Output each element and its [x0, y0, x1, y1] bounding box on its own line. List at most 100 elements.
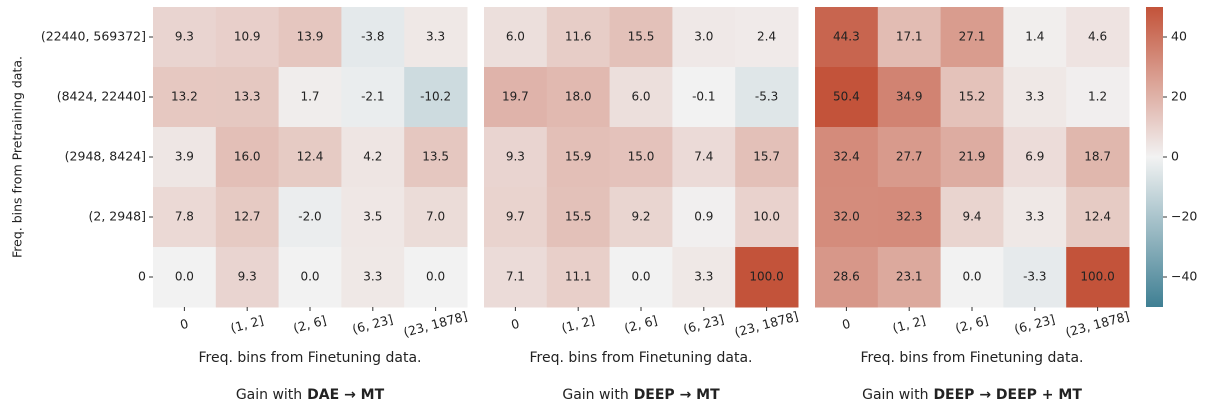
heatmap-cell [815, 127, 879, 188]
heatmap-cell [484, 187, 548, 248]
x-tick-label: (6, 23] [1013, 311, 1057, 336]
cell-label: 1.2 [1088, 90, 1107, 104]
cell-label: 3.3 [1025, 210, 1044, 224]
x-axis-label: Freq. bins from Finetuning data. [529, 350, 752, 366]
heatmap-cell [215, 127, 280, 188]
cell-label: 3.5 [363, 210, 382, 224]
heatmap-cell [215, 67, 280, 128]
heatmap-cell [484, 7, 548, 68]
cell-label: 3.3 [694, 270, 713, 284]
cell-label: 2.4 [757, 30, 776, 44]
heatmap-cell [940, 247, 1004, 308]
cell-label: -2.1 [361, 90, 384, 104]
heatmap-cell [404, 247, 468, 308]
heatmap-cell [1003, 127, 1067, 188]
cell-label: 1.4 [1025, 30, 1044, 44]
x-tick-label: 0 [509, 316, 521, 333]
cell-label: 15.0 [628, 150, 655, 164]
cell-label: 4.2 [363, 150, 382, 164]
cell-label: 32.3 [896, 210, 923, 224]
heatmap-cell [404, 7, 468, 68]
caption-text: Gain with [236, 387, 302, 403]
heatmap-cell [609, 187, 673, 248]
cell-label: 12.4 [1084, 210, 1111, 224]
cell-label: 32.0 [833, 210, 860, 224]
heatmap-cell [735, 67, 799, 128]
heatmap-cell [815, 247, 879, 308]
colorbar-tick-label: −40 [1171, 269, 1197, 284]
heatmap-cell [1066, 247, 1130, 308]
cell-label: 15.9 [565, 150, 592, 164]
cell-label: 10.0 [753, 210, 780, 224]
caption-bold: DEEP → MT [634, 387, 720, 403]
cell-label: -10.2 [420, 90, 451, 104]
cell-label: 100.0 [1080, 270, 1114, 284]
caption: Gain with DEEP → DEEP + MT [862, 387, 1082, 403]
heatmap-cell [278, 247, 342, 308]
cell-label: 9.3 [238, 270, 257, 284]
heatmap-cell [877, 127, 942, 188]
cell-label: 0.9 [694, 210, 713, 224]
cell-label: 4.6 [1088, 30, 1107, 44]
heatmap-cell [546, 247, 611, 308]
cell-label: 3.0 [694, 30, 713, 44]
cell-label: 0.0 [300, 270, 319, 284]
caption: Gain with DAE → MT [236, 387, 385, 403]
heatmap-cell [341, 187, 405, 248]
heatmap-cell [484, 127, 548, 188]
x-tick-label: 0 [840, 316, 852, 333]
heatmap-cell [735, 247, 799, 308]
heatmap-cell [341, 7, 405, 68]
cell-label: 13.3 [234, 90, 261, 104]
cell-label: 13.9 [297, 30, 324, 44]
heatmap-cell [672, 247, 736, 308]
heatmap-cell [940, 67, 1004, 128]
heatmap-cell [341, 247, 405, 308]
heatmap-cell [1003, 247, 1067, 308]
cell-label: 27.1 [959, 30, 986, 44]
cell-label: 6.9 [1025, 150, 1044, 164]
heatmap-cell [735, 7, 799, 68]
x-tick-label: (23, 1878] [402, 308, 469, 339]
cell-label: 0.0 [175, 270, 194, 284]
colorbar-tick-label: −20 [1171, 209, 1197, 224]
x-tick-label: (2, 6] [954, 312, 990, 335]
heatmap-cell [215, 187, 280, 248]
heatmap-cell [940, 7, 1004, 68]
caption-text: Gain with [862, 387, 928, 403]
heatmap-cell [877, 67, 942, 128]
cell-label: 17.1 [896, 30, 923, 44]
heatmap-cell [404, 67, 468, 128]
cell-label: 7.8 [175, 210, 194, 224]
cell-label: 12.4 [297, 150, 324, 164]
heatmap-cell [735, 187, 799, 248]
x-tick-label: (23, 1878] [1064, 308, 1131, 339]
heatmap-cell [153, 247, 217, 308]
heatmap-cell [278, 67, 342, 128]
heatmap-cell [341, 67, 405, 128]
cell-label: 11.1 [565, 270, 592, 284]
cell-label: 3.3 [426, 30, 445, 44]
cell-label: 21.9 [959, 150, 986, 164]
y-axis-label: Freq. bins from Pretraining data. [10, 56, 25, 258]
cell-label: 11.6 [565, 30, 592, 44]
heatmap-cell [815, 187, 879, 248]
y-tick-label: 0 [138, 269, 146, 284]
caption-bold: DEEP → DEEP + MT [933, 387, 1082, 403]
heatmap-cell [877, 247, 942, 308]
cell-label: -3.3 [1023, 270, 1046, 284]
heatmap-cell [1066, 67, 1130, 128]
heatmap-cell [1003, 187, 1067, 248]
heatmap-cell [815, 7, 879, 68]
cell-label: 15.2 [959, 90, 986, 104]
heatmap-cell [609, 247, 673, 308]
heatmap-cell [546, 187, 611, 248]
cell-label: 18.0 [565, 90, 592, 104]
cell-label: 9.4 [962, 210, 981, 224]
heatmap-cell [735, 127, 799, 188]
cell-label: 13.5 [422, 150, 449, 164]
heatmap-cell [940, 187, 1004, 248]
heatmap-cell [609, 67, 673, 128]
heatmap-cell [609, 7, 673, 68]
cell-label: 19.7 [502, 90, 529, 104]
